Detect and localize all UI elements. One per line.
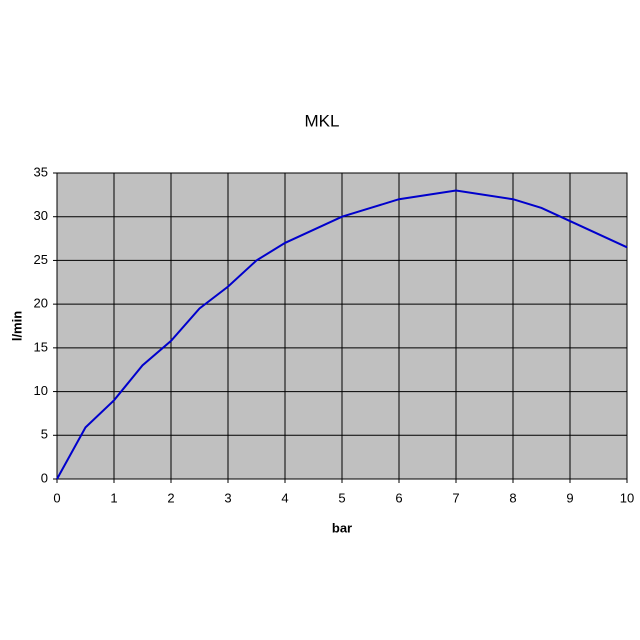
y-tick-label: 25 bbox=[34, 252, 48, 267]
x-tick-label: 0 bbox=[53, 490, 60, 505]
y-tick-label: 20 bbox=[34, 296, 48, 311]
x-tick-label: 5 bbox=[338, 490, 345, 505]
x-tick-label: 2 bbox=[167, 490, 174, 505]
x-tick-label: 7 bbox=[452, 490, 459, 505]
y-tick-label: 30 bbox=[34, 208, 48, 223]
x-tick-label: 8 bbox=[509, 490, 516, 505]
x-axis-label: bar bbox=[332, 520, 352, 535]
y-tick-label: 0 bbox=[41, 470, 48, 485]
x-tick-label: 10 bbox=[620, 490, 634, 505]
y-tick-label: 10 bbox=[34, 383, 48, 398]
data-line bbox=[56, 189, 628, 480]
y-tick-label: 35 bbox=[34, 164, 48, 179]
x-tick-label: 9 bbox=[566, 490, 573, 505]
x-tick-label: 3 bbox=[224, 490, 231, 505]
y-tick-label: 5 bbox=[41, 427, 48, 442]
y-tick-label: 15 bbox=[34, 339, 48, 354]
x-tick-label: 6 bbox=[395, 490, 402, 505]
y-axis-label: l/min bbox=[9, 311, 24, 341]
x-tick-label: 4 bbox=[281, 490, 288, 505]
chart-title: MKL bbox=[305, 111, 340, 130]
x-tick-label: 1 bbox=[110, 490, 117, 505]
